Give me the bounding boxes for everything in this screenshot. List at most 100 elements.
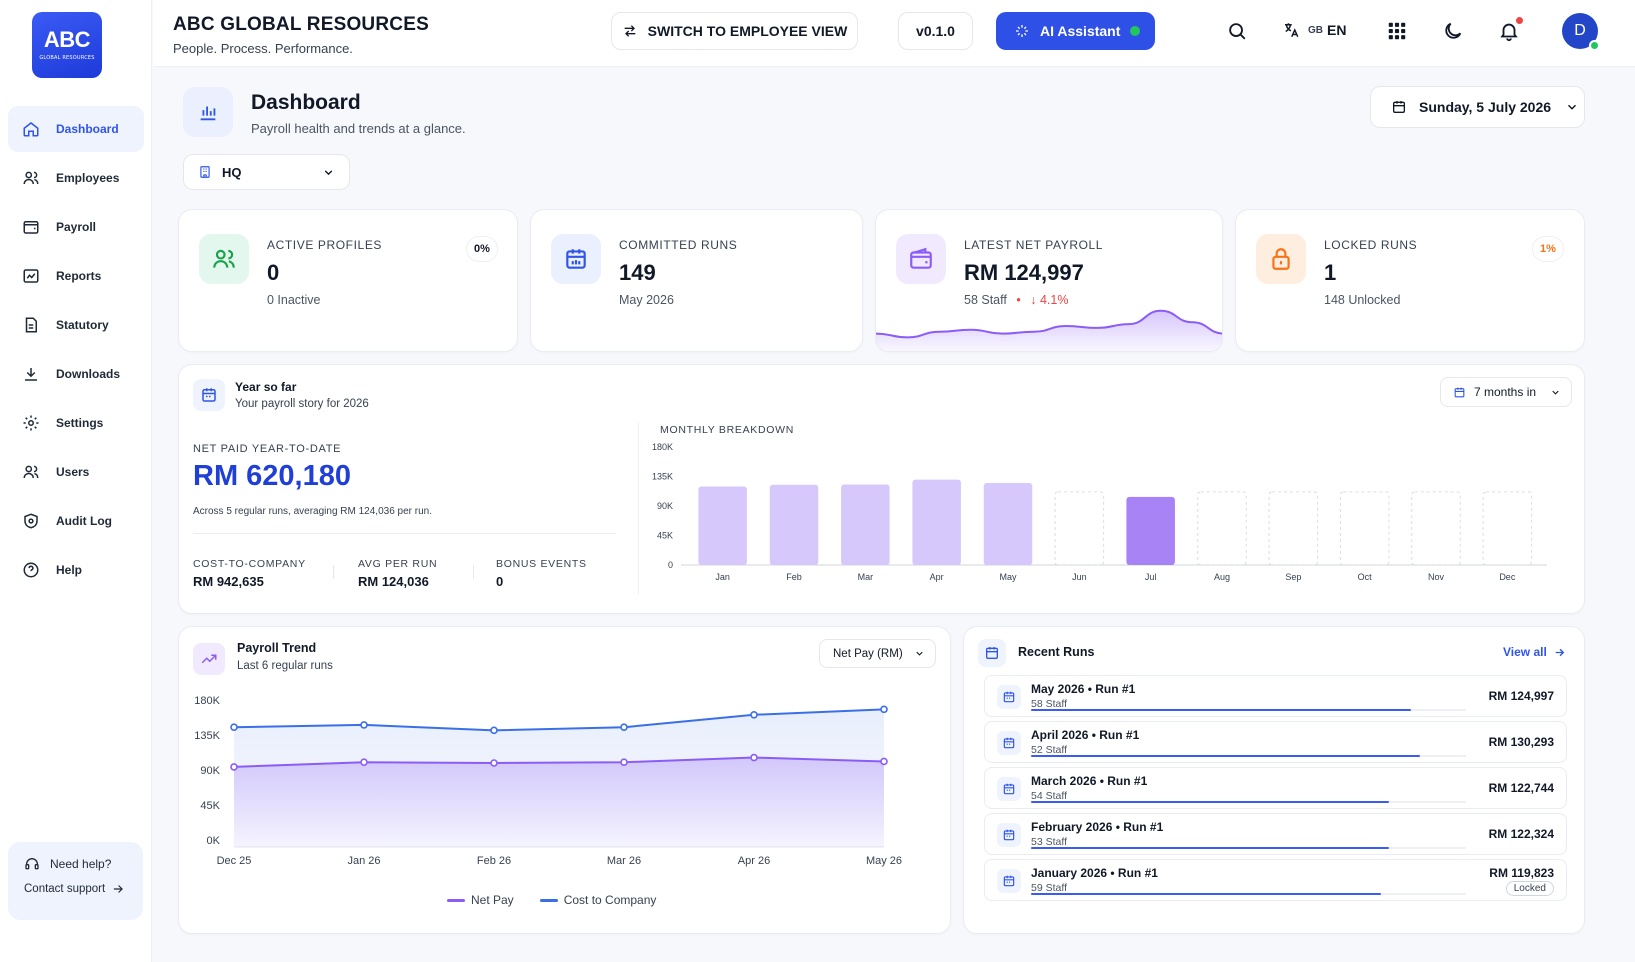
- run-title: March 2026 • Run #1: [1031, 774, 1148, 788]
- language-selector[interactable]: GB EN: [1282, 21, 1346, 39]
- trend-subtitle: Last 6 regular runs: [237, 660, 333, 672]
- y-tick-label: 135K: [652, 472, 673, 482]
- trending-up-icon: [201, 654, 217, 664]
- net-ytd-value: RM 620,180: [193, 460, 351, 492]
- sidebar-item-dashboard[interactable]: Dashboard: [8, 106, 144, 152]
- avatar[interactable]: D: [1562, 13, 1600, 51]
- run-icon-wrap: [997, 823, 1021, 847]
- run-progress-bar: [1031, 893, 1381, 895]
- view-all-link[interactable]: View all: [1503, 645, 1566, 659]
- bar: [912, 479, 961, 565]
- divider: [193, 533, 616, 534]
- sidebar-item-settings[interactable]: Settings: [8, 400, 144, 446]
- x-tick-label: Nov: [1428, 572, 1445, 582]
- calendar-icon: [1003, 783, 1015, 795]
- kpi-committed-runs: COMMITTED RUNS 149 May 2026: [530, 209, 863, 352]
- kpi-value: 149: [619, 260, 656, 285]
- sidebar-item-reports[interactable]: Reports: [8, 253, 144, 299]
- y-tick-label: 180K: [194, 695, 220, 707]
- bar: [841, 484, 890, 565]
- shield-icon: [24, 513, 38, 529]
- breakdown-label: MONTHLY BREAKDOWN: [660, 424, 795, 436]
- series-line: [233, 756, 885, 768]
- x-tick-label: Feb: [786, 572, 802, 582]
- sidebar-item-label: Dashboard: [56, 122, 119, 136]
- data-point: [230, 723, 238, 732]
- run-progress-bar: [1031, 709, 1411, 711]
- kpi-latest-net-payroll: LATEST NET PAYROLL RM 124,997 58 Staff •…: [875, 209, 1223, 352]
- search-icon[interactable]: [1226, 20, 1248, 42]
- down-arrow-icon: ↓: [1030, 293, 1037, 307]
- ytd-title: Year so far: [235, 380, 297, 394]
- y-tick-label: 90K: [200, 765, 220, 777]
- x-tick-label: Jun: [1072, 572, 1087, 582]
- calendar-icon: [1003, 691, 1015, 703]
- contact-support-link[interactable]: Contact support: [24, 882, 127, 896]
- y-tick-label: 0K: [207, 835, 221, 847]
- legend-swatch-ctc: [539, 898, 558, 902]
- company-logo[interactable]: ABC GLOBAL RESOURCES: [32, 12, 102, 78]
- date-label: Sunday, 5 July 2026: [1419, 99, 1552, 115]
- y-tick-label: 0: [668, 560, 673, 570]
- switch-employee-view-button[interactable]: SWITCH TO EMPLOYEE VIEW: [611, 12, 858, 50]
- table-row[interactable]: March 2026 • Run #1 54 Staff RM 122,744: [984, 767, 1567, 809]
- payroll-trend-chart: 180K 135K 90K 45K 0K Dec 25 Jan 26 Feb 26 Mar 26…: [194, 695, 902, 867]
- kpi-badge: 1%: [1532, 236, 1564, 262]
- calendar-icon: [1003, 875, 1015, 887]
- locked-badge: Locked: [1505, 881, 1554, 896]
- sidebar-item-help[interactable]: Help: [8, 547, 144, 593]
- sidebar-item-audit-log[interactable]: Audit Log: [8, 498, 144, 544]
- table-row[interactable]: April 2026 • Run #1 52 Staff RM 130,293: [984, 721, 1567, 763]
- sidebar-item-employees[interactable]: Employees: [8, 155, 144, 201]
- trend-title: Payroll Trend: [237, 641, 317, 655]
- range-select[interactable]: 7 months in: [1440, 377, 1572, 407]
- ai-assistant-button[interactable]: AI Assistant: [996, 12, 1155, 50]
- table-row[interactable]: May 2026 • Run #1 58 Staff RM 124,997: [984, 675, 1567, 717]
- chevron-down-icon: [324, 169, 333, 175]
- users-icon: [23, 171, 39, 185]
- flag-label: GB: [1308, 24, 1323, 36]
- calendar-icon: [566, 249, 586, 269]
- branch-label: HQ: [222, 164, 242, 180]
- apps-grid-icon[interactable]: [1386, 20, 1408, 42]
- topbar: ABC GLOBAL RESOURCES People. Process. Pe…: [153, 0, 1635, 67]
- sidebar-item-users[interactable]: Users: [8, 449, 144, 495]
- x-tick-label: Jan: [715, 572, 730, 582]
- moon-icon[interactable]: [1442, 20, 1464, 42]
- data-point: [490, 759, 498, 767]
- kpi-value: RM 124,997: [964, 260, 1084, 285]
- metric-select[interactable]: Net Pay (RM): [819, 639, 936, 668]
- kpi-value: 0: [267, 260, 280, 285]
- bonus-label: BONUS EVENTS: [496, 558, 587, 570]
- run-amount: RM 119,823: [1489, 866, 1554, 880]
- bell-icon[interactable]: [1498, 20, 1520, 42]
- date-picker[interactable]: Sunday, 5 July 2026: [1370, 86, 1585, 128]
- bar: [1126, 496, 1175, 565]
- branch-select[interactable]: HQ: [183, 154, 350, 190]
- kpi-sub: May 2026: [619, 293, 674, 307]
- kpi-badge: 0%: [466, 236, 498, 262]
- range-label: 7 months in: [1474, 385, 1537, 399]
- sidebar-item-statutory[interactable]: Statutory: [8, 302, 144, 348]
- sidebar-item-label: Reports: [56, 269, 102, 283]
- brand: ABC GLOBAL RESOURCES People. Process. Pe…: [173, 14, 429, 56]
- dashboard-header-icon: [183, 87, 233, 137]
- avg-value: RM 124,036: [358, 574, 429, 589]
- run-staff: 59 Staff: [1031, 882, 1068, 894]
- run-staff: 53 Staff: [1031, 836, 1068, 848]
- wallet-icon: [910, 247, 932, 269]
- table-row[interactable]: February 2026 • Run #1 53 Staff RM 122,324: [984, 813, 1567, 855]
- kpi-label: COMMITTED RUNS: [619, 238, 738, 252]
- x-tick-label: Sep: [1285, 572, 1301, 582]
- section-icon-wrap: [978, 639, 1006, 667]
- year-so-far-card: Year so far Your payroll story for 2026 …: [178, 364, 1585, 614]
- sidebar-item-label: Downloads: [56, 367, 121, 381]
- logo-text: ABC: [43, 27, 91, 52]
- series-line: [233, 708, 885, 732]
- sidebar-item-downloads[interactable]: Downloads: [8, 351, 144, 397]
- sidebar: ABC GLOBAL RESOURCES Dashboard Employees…: [0, 0, 152, 962]
- swap-icon: [624, 25, 636, 37]
- table-row[interactable]: January 2026 • Run #1 59 Staff RM 119,823 L…: [984, 859, 1567, 901]
- net-ytd-label: NET PAID YEAR-TO-DATE: [193, 443, 342, 455]
- sidebar-item-payroll[interactable]: Payroll: [8, 204, 144, 250]
